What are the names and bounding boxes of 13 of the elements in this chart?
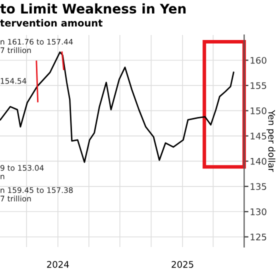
- y-tick-label: 130: [250, 208, 266, 216]
- y-tick-label: 160: [250, 56, 266, 64]
- y-tick-label: 125: [250, 234, 266, 240]
- y-tick-label: 155: [250, 82, 266, 90]
- y-axis-title: Yen per dollar: [266, 110, 276, 172]
- x-tick-label: 2025: [172, 261, 194, 268]
- y-tick-label: 150: [250, 107, 266, 114]
- y-tick-label: 145: [250, 132, 266, 140]
- chart-subtitle: tervention amount: [0, 19, 102, 27]
- y-tick-label: 135: [250, 183, 266, 190]
- x-tick-label: 2024: [47, 261, 69, 268]
- chart-title: to Limit Weakness in Yen: [0, 3, 186, 14]
- y-tick-label: 140: [250, 158, 266, 165]
